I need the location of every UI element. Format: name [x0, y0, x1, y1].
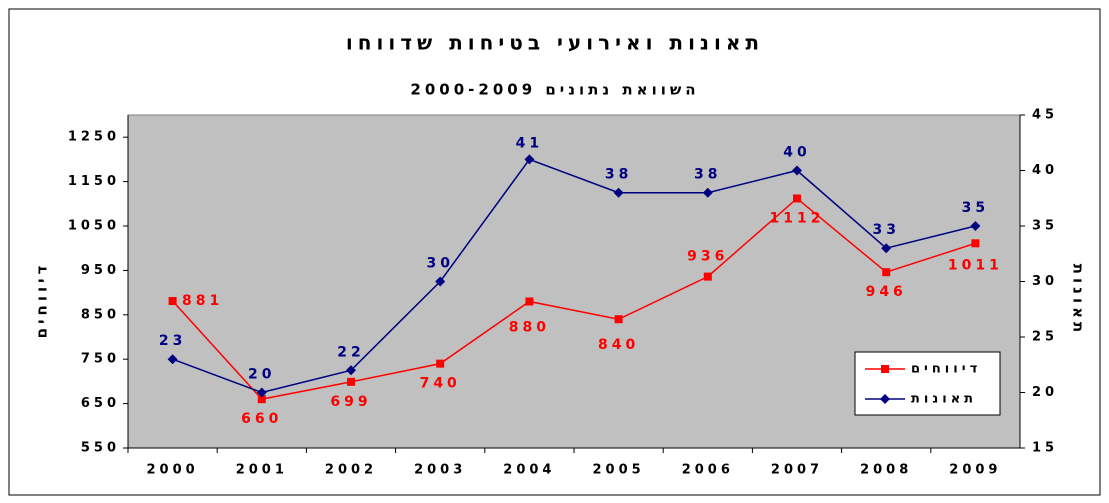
y-tick-label: 750: [81, 352, 120, 367]
point: [167, 354, 178, 365]
x-tick-label: 2006: [682, 463, 734, 478]
data-label: 30: [426, 256, 453, 272]
data-label: 40: [783, 145, 810, 161]
y2-tick-label: 45: [1032, 108, 1058, 123]
data-label: 699: [330, 394, 371, 410]
y2-tick-label: 30: [1032, 274, 1058, 289]
x-tick-label: 2009: [949, 463, 1001, 478]
line: [172, 158, 976, 394]
point: [614, 315, 623, 324]
data-label: 38: [605, 167, 632, 183]
y-tick-label: 650: [81, 396, 120, 411]
legend: [854, 351, 1001, 416]
point: [882, 268, 891, 277]
y-tick-label: 950: [81, 263, 120, 278]
point: [971, 239, 980, 248]
point: [793, 194, 801, 203]
y2-axis-label: תאונות: [1070, 264, 1088, 337]
data-label: 23: [159, 333, 186, 349]
data-label: 33: [872, 222, 899, 238]
point: [792, 165, 802, 176]
point: [881, 243, 892, 254]
line: [172, 197, 976, 400]
point: [168, 297, 177, 306]
y-tick-label: 1150: [68, 174, 120, 189]
point: [256, 387, 267, 398]
y2-tick-label: 15: [1032, 441, 1058, 456]
point: [703, 272, 712, 281]
data-label: 840: [598, 337, 639, 353]
point: [346, 365, 356, 376]
data-label: 881: [182, 293, 223, 309]
data-label: 1011: [948, 257, 1003, 273]
y2-tick-label: 20: [1032, 385, 1058, 400]
x-tick-label: 2005: [593, 463, 645, 478]
x-tick-label: 2001: [236, 463, 288, 478]
y-tick-label: 850: [81, 307, 120, 322]
legend-marker: [880, 394, 890, 404]
y-tick-label: 1250: [68, 130, 120, 145]
point: [436, 359, 445, 368]
y2-tick-label: 40: [1032, 163, 1058, 178]
point: [702, 187, 713, 198]
data-label: 35: [962, 200, 989, 216]
x-tick-label: 2002: [325, 463, 377, 478]
data-label: 41: [516, 135, 543, 151]
point: [435, 276, 446, 287]
point: [613, 187, 624, 198]
data-label: 1112: [770, 210, 825, 226]
x-tick-label: 2008: [860, 463, 912, 478]
x-tick-label: 2004: [503, 463, 555, 478]
y2-tick-label: 35: [1032, 219, 1058, 234]
y-tick-label: 550: [81, 441, 120, 456]
y2-tick-label: 25: [1032, 330, 1058, 345]
x-tick-label: 2000: [147, 463, 199, 478]
legend-marker: [881, 365, 889, 373]
point: [970, 221, 981, 231]
point: [524, 154, 535, 165]
data-label: 22: [337, 344, 364, 360]
legend-label: דיווחים: [911, 362, 981, 377]
y-axis-label: דיווחים: [33, 262, 51, 339]
data-label: 20: [248, 367, 275, 383]
data-label: 740: [420, 376, 461, 392]
data-label: 660: [241, 411, 282, 427]
data-label: 946: [866, 284, 907, 300]
x-tick-label: 2003: [414, 463, 466, 478]
chart-subtitle: השוואת נתונים 2000-2009: [410, 81, 699, 99]
legend-label: תאונות: [911, 392, 977, 407]
point: [257, 395, 266, 404]
point: [525, 297, 534, 306]
data-label: 880: [509, 319, 550, 335]
y-tick-label: 1050: [68, 219, 120, 234]
data-label: 38: [694, 167, 721, 183]
chart-title: תאונות ואירועי בטיחות שדווחו: [346, 31, 764, 55]
data-label: 936: [687, 249, 728, 265]
point: [347, 377, 355, 386]
x-tick-label: 2007: [771, 463, 823, 478]
